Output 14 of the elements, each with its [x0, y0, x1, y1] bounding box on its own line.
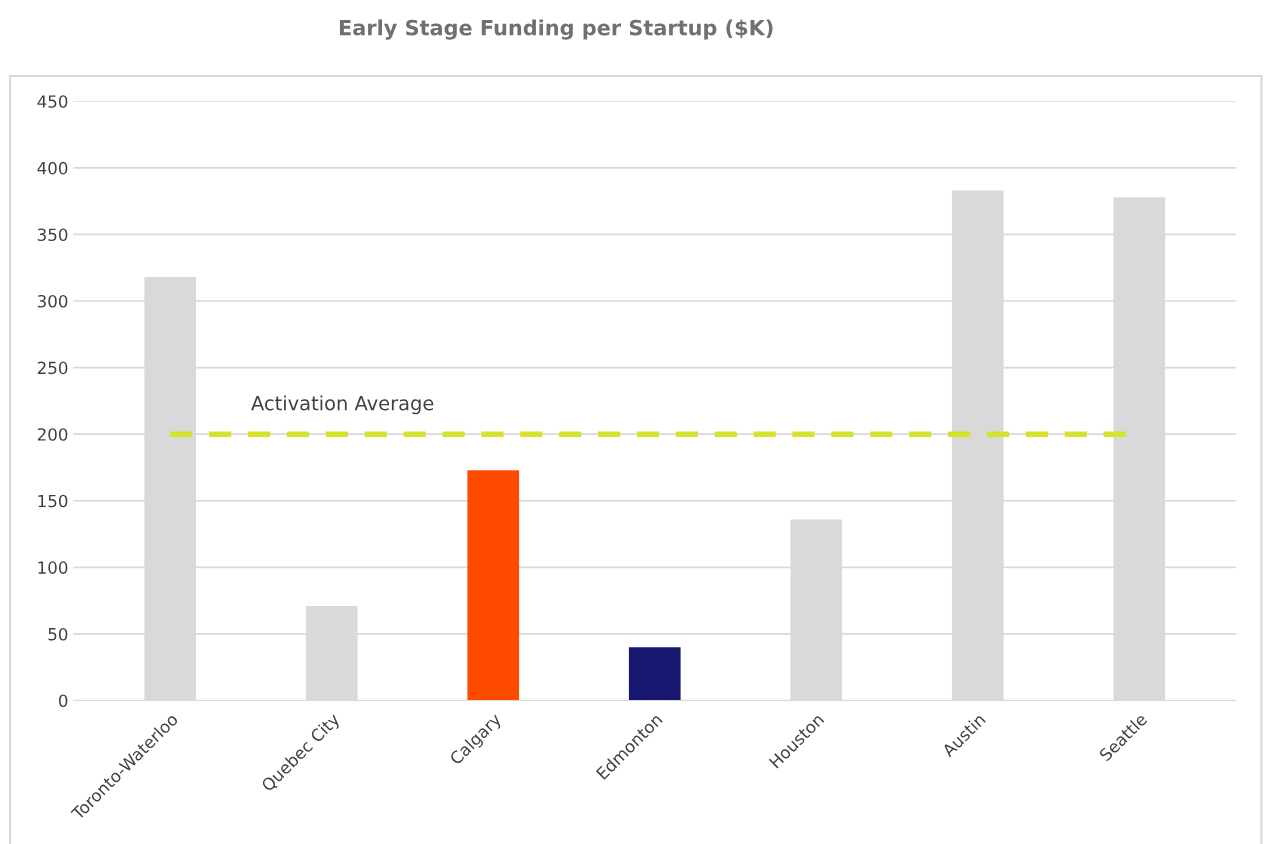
- y-tick-label: 250: [37, 361, 68, 375]
- y-tick-label: 100: [38, 561, 68, 574]
- y-tick-label: 400: [37, 161, 68, 175]
- y-tick-label: 300: [37, 294, 68, 308]
- bar: [467, 470, 520, 701]
- y-tick-label: 200: [37, 428, 68, 441]
- chart-title: Early Stage Funding per Startup ($K): [339, 19, 773, 40]
- y-tick-label: 0: [58, 694, 68, 708]
- y-tick-label: 350: [37, 228, 68, 242]
- bar: [628, 647, 681, 701]
- ref-line-label: Activation Average: [251, 395, 434, 415]
- y-tick-label: 450: [37, 95, 68, 108]
- y-tick-label: 50: [48, 627, 68, 641]
- y-tick-label: 150: [38, 494, 68, 508]
